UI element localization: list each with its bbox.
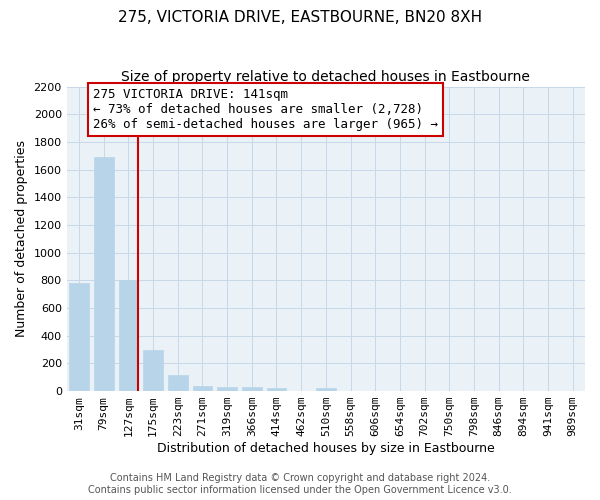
Bar	[143, 350, 163, 391]
X-axis label: Distribution of detached houses by size in Eastbourne: Distribution of detached houses by size …	[157, 442, 495, 455]
Bar	[217, 387, 237, 391]
Bar	[69, 283, 89, 391]
Text: Contains HM Land Registry data © Crown copyright and database right 2024.
Contai: Contains HM Land Registry data © Crown c…	[88, 474, 512, 495]
Bar	[266, 388, 286, 391]
Title: Size of property relative to detached houses in Eastbourne: Size of property relative to detached ho…	[121, 70, 530, 84]
Bar	[316, 388, 336, 391]
Bar	[168, 375, 188, 391]
Text: 275 VICTORIA DRIVE: 141sqm
← 73% of detached houses are smaller (2,728)
26% of s: 275 VICTORIA DRIVE: 141sqm ← 73% of deta…	[92, 88, 437, 131]
Bar	[242, 387, 262, 391]
Bar	[94, 157, 113, 391]
Y-axis label: Number of detached properties: Number of detached properties	[15, 140, 28, 338]
Bar	[193, 386, 212, 391]
Text: 275, VICTORIA DRIVE, EASTBOURNE, BN20 8XH: 275, VICTORIA DRIVE, EASTBOURNE, BN20 8X…	[118, 10, 482, 25]
Bar	[119, 280, 138, 391]
